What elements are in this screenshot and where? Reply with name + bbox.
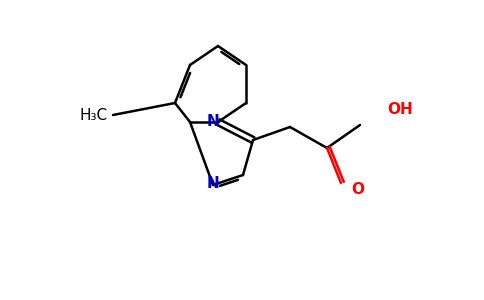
Text: H₃C: H₃C (80, 107, 108, 122)
Text: N: N (207, 115, 219, 130)
Text: OH: OH (387, 103, 413, 118)
Text: O: O (351, 182, 364, 197)
Text: N: N (207, 176, 219, 190)
